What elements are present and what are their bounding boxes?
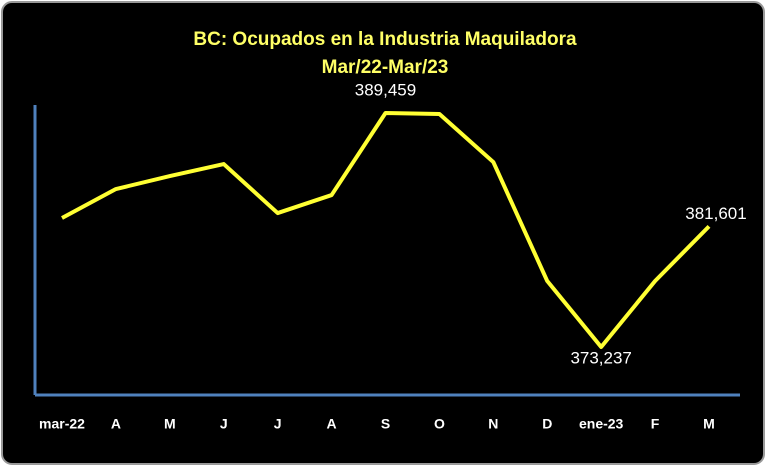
x-tick-label: S <box>381 416 390 432</box>
data-label: 381,601 <box>685 204 746 223</box>
x-tick-label: J <box>274 416 282 432</box>
x-tick-label: A <box>327 416 337 432</box>
x-tick-label: M <box>164 416 176 432</box>
x-tick-label: ene-23 <box>579 416 624 432</box>
x-tick-label: O <box>434 416 445 432</box>
x-tick-label: D <box>542 416 552 432</box>
x-tick-label: M <box>703 416 715 432</box>
data-label: 389,459 <box>355 80 416 99</box>
data-label: 373,237 <box>570 348 631 367</box>
x-tick-label: F <box>651 416 660 432</box>
x-tick-label: mar-22 <box>39 416 85 432</box>
chart-title: BC: Ocupados en la Industria Maquiladora <box>193 29 577 50</box>
x-tick-label: N <box>488 416 498 432</box>
x-tick-label: J <box>220 416 228 432</box>
data-line <box>61 111 711 349</box>
chart-background <box>1 1 765 465</box>
chart-subtitle: Mar/22-Mar/23 <box>322 57 449 78</box>
x-tick-label: A <box>111 416 121 432</box>
